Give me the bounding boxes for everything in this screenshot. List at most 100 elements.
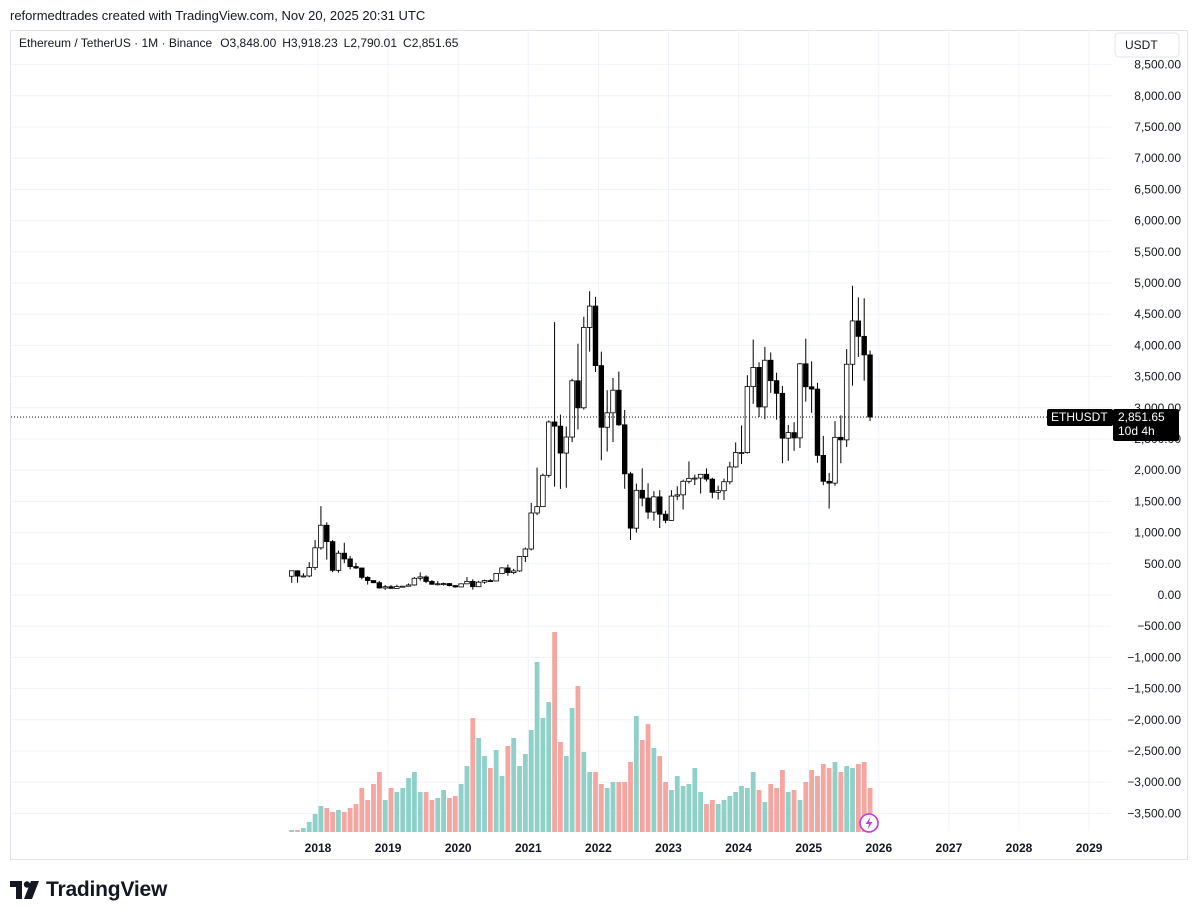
candle[interactable] [481,579,488,584]
candle[interactable] [797,362,803,448]
candle[interactable] [820,435,827,486]
candle[interactable] [429,580,435,585]
candle[interactable] [364,576,371,585]
candle[interactable] [750,339,756,404]
candle[interactable] [528,502,534,551]
candle[interactable] [312,540,318,570]
candle[interactable] [557,414,564,489]
candle[interactable] [551,322,558,487]
candle[interactable] [709,477,716,499]
candle[interactable] [522,547,529,563]
candle[interactable] [440,582,447,586]
candle[interactable] [662,510,669,524]
candle[interactable] [785,424,791,461]
candle[interactable] [329,540,336,573]
candle[interactable] [773,372,780,420]
candle[interactable] [470,579,476,590]
candle[interactable] [546,420,552,478]
candle[interactable] [458,583,464,588]
candle[interactable] [353,562,359,569]
candle[interactable] [744,375,751,454]
tradingview-logo[interactable]: TradingView [10,878,167,902]
candle[interactable] [814,382,821,463]
candle[interactable] [394,584,400,589]
candle[interactable] [692,474,698,486]
candle[interactable] [680,479,686,510]
candle[interactable] [306,562,312,578]
candle[interactable] [324,522,330,560]
candle[interactable] [516,556,523,572]
candle[interactable] [855,297,862,357]
candle[interactable] [762,346,768,420]
candle[interactable] [592,296,599,372]
chart-frame[interactable]: 8,500.00 8,000.00 7,500.00 7,000.00 6,500.00… [10,30,1188,860]
candle[interactable] [826,472,832,509]
candle[interactable] [738,425,745,464]
candle[interactable] [791,422,797,451]
candle[interactable] [657,490,663,529]
price-chart[interactable]: 8,500.00 8,000.00 7,500.00 7,000.00 6,500.00… [11,31,1189,861]
candle[interactable] [499,567,505,574]
candle[interactable] [703,468,710,482]
candle[interactable] [493,573,499,582]
candle[interactable] [411,577,418,586]
candle[interactable] [849,285,856,386]
candle[interactable] [674,486,680,501]
candle[interactable] [604,390,610,452]
candle[interactable] [534,467,540,516]
candle[interactable] [732,442,739,468]
candle[interactable] [686,461,692,484]
candle[interactable] [347,556,353,570]
candle[interactable] [569,378,575,443]
candle[interactable] [832,421,838,486]
candle[interactable] [803,338,809,402]
candle[interactable] [359,567,365,580]
candle[interactable] [370,580,377,584]
candle[interactable] [446,582,453,587]
candle[interactable] [318,506,324,550]
candle[interactable] [405,583,412,587]
candle[interactable] [610,377,616,443]
candle[interactable] [808,361,815,413]
candle[interactable] [540,473,546,508]
candle[interactable] [843,349,850,447]
candle[interactable] [335,550,342,573]
currency-button[interactable]: USDT [1114,32,1180,58]
candle[interactable] [376,581,383,589]
candle[interactable] [715,485,721,500]
candle[interactable] [563,426,569,488]
candle[interactable] [727,461,733,485]
candle[interactable] [668,490,675,521]
candle[interactable] [586,291,593,352]
candle[interactable] [581,316,587,410]
candle[interactable] [475,580,482,588]
candle[interactable] [300,573,307,578]
candle[interactable] [838,415,844,464]
candle[interactable] [768,352,774,393]
candle[interactable] [294,570,301,583]
candle[interactable] [510,568,517,575]
candle[interactable] [417,572,423,581]
candle[interactable] [452,585,458,588]
candle[interactable] [721,478,727,501]
candle[interactable] [616,371,622,426]
candle[interactable] [867,350,873,421]
candle[interactable] [779,385,786,464]
candle[interactable] [435,581,441,586]
candle[interactable] [388,585,394,589]
lightning-icon[interactable] [859,813,879,833]
candle[interactable] [639,468,645,507]
candle[interactable] [423,575,429,584]
candle[interactable] [575,343,581,430]
candle[interactable] [487,579,494,582]
candle[interactable] [505,564,511,576]
candle[interactable] [645,483,651,519]
candle[interactable] [621,409,628,489]
candle[interactable] [382,585,388,590]
candle[interactable] [633,483,640,533]
candle[interactable] [598,351,605,461]
candle[interactable] [289,570,295,583]
candle[interactable] [756,362,762,418]
candle[interactable] [697,473,704,494]
candle[interactable] [400,585,406,588]
